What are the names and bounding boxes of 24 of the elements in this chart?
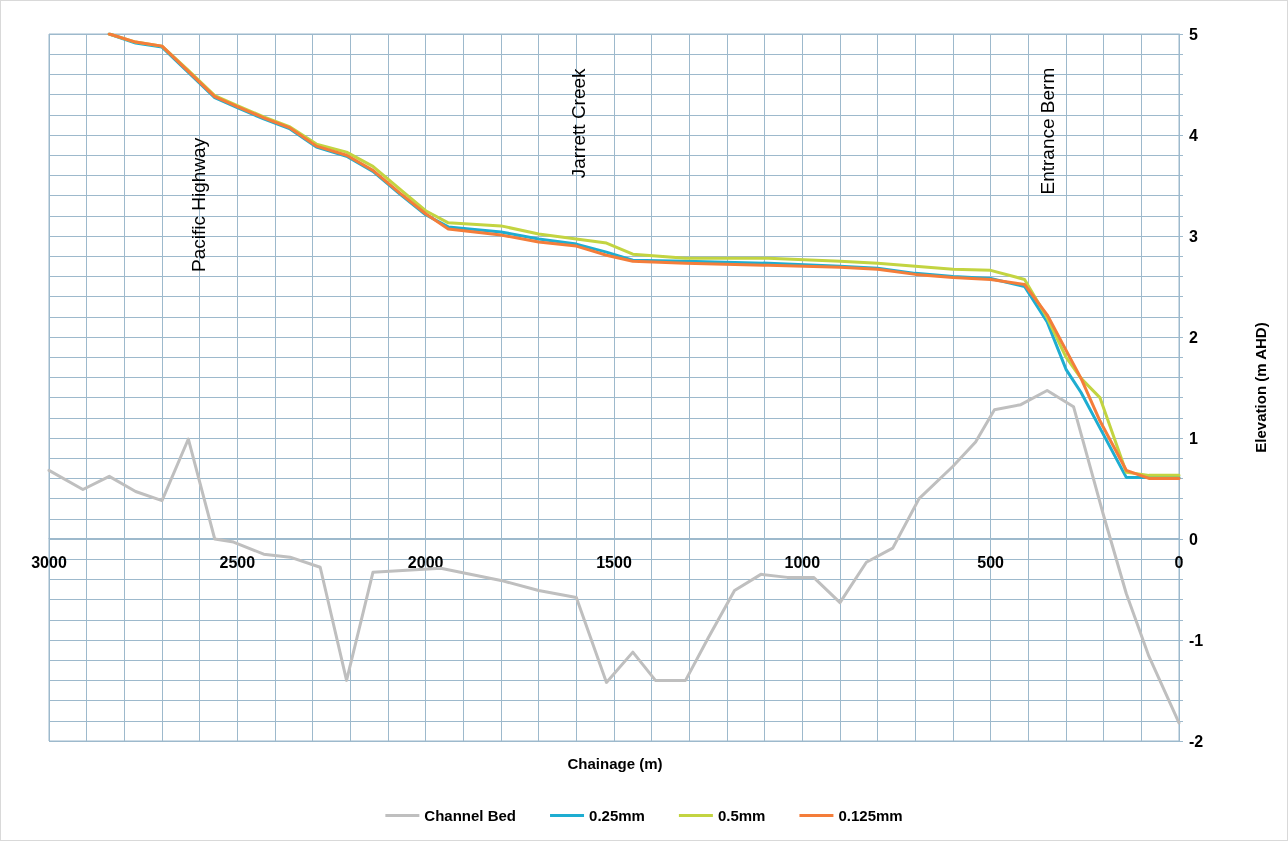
x-tick-label: 1500 bbox=[596, 553, 632, 571]
y-tick-label: 3 bbox=[1189, 227, 1198, 245]
x-tick-label: 2000 bbox=[407, 553, 444, 571]
y-tick-label: 2 bbox=[1189, 328, 1198, 346]
x-tick-label: 1000 bbox=[784, 553, 821, 571]
x-tick-label: 3000 bbox=[31, 553, 67, 571]
y-axis-title: Elevation (m AHD) bbox=[1252, 322, 1269, 453]
y-tick-label: 0 bbox=[1189, 530, 1198, 548]
annotation: Entrance Berm bbox=[1037, 67, 1059, 195]
annotation: Jarrett Creek bbox=[568, 67, 590, 179]
y-tick-label: 4 bbox=[1189, 126, 1198, 144]
y-tick-label: 5 bbox=[1189, 25, 1198, 43]
legend-label: 0.125mm bbox=[838, 807, 903, 824]
y-tick-label: -1 bbox=[1189, 631, 1204, 649]
y-tick-label: -2 bbox=[1189, 732, 1204, 750]
legend-label: 0.25mm bbox=[589, 807, 645, 824]
x-axis-title: Chainage (m) bbox=[567, 754, 663, 772]
legend-label: Channel Bed bbox=[424, 807, 517, 824]
annotation: Pacific Highway bbox=[187, 137, 209, 272]
x-tick-label: 0 bbox=[1174, 553, 1184, 571]
x-tick-label: 2500 bbox=[219, 553, 256, 571]
legend-label: 0.5mm bbox=[717, 807, 766, 824]
y-tick-label: 1 bbox=[1189, 429, 1198, 447]
x-tick-label: 500 bbox=[977, 553, 1005, 571]
